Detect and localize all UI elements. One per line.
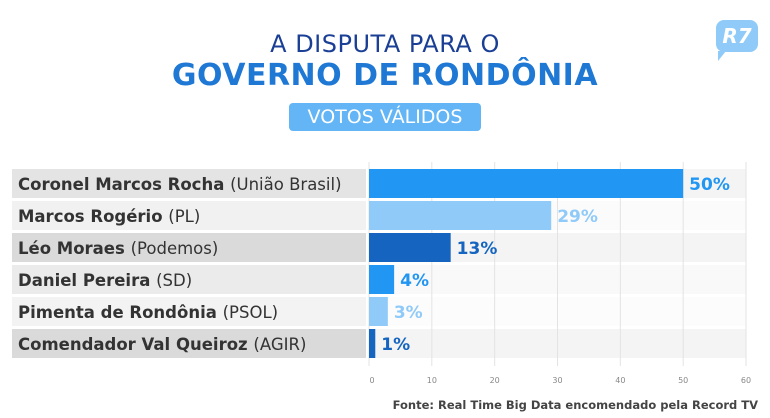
bar xyxy=(369,329,376,358)
title-line-1: A DISPUTA PARA O xyxy=(270,30,500,58)
row-label-bg xyxy=(12,169,366,198)
bar xyxy=(369,265,395,294)
bar xyxy=(369,233,451,262)
candidate-label: Pimenta de Rondônia (PSOL) xyxy=(18,303,278,322)
value-label: 29% xyxy=(557,207,598,227)
x-tick-label: 10 xyxy=(427,376,437,385)
title-line-2: GOVERNO DE RONDÔNIA xyxy=(171,58,599,93)
value-label: 50% xyxy=(689,175,730,195)
value-label: 1% xyxy=(381,335,410,355)
source-footer: Fonte: Real Time Big Data encomendado pe… xyxy=(392,398,758,412)
bar xyxy=(369,297,388,326)
candidate-label: Léo Moraes (Podemos) xyxy=(18,239,218,258)
x-tick-label: 60 xyxy=(741,376,751,385)
bar xyxy=(369,201,552,230)
value-label: 4% xyxy=(400,271,429,291)
value-label: 13% xyxy=(457,239,498,259)
candidate-label: Daniel Pereira (SD) xyxy=(18,271,192,290)
value-label: 3% xyxy=(394,303,423,323)
row-label-bg xyxy=(12,265,366,294)
row-label-bg xyxy=(12,233,366,262)
row-label-bg xyxy=(12,297,366,326)
x-tick-label: 40 xyxy=(615,376,625,385)
x-tick-label: 20 xyxy=(490,376,500,385)
candidate-label: Marcos Rogério (PL) xyxy=(18,207,200,226)
r7-logo: R7 xyxy=(716,20,758,61)
x-tick-label: 30 xyxy=(552,376,562,385)
subtitle-badge: VOTOS VÁLIDOS xyxy=(289,103,481,131)
bar xyxy=(369,169,684,198)
candidate-label: Comendador Val Queiroz (AGIR) xyxy=(18,335,306,354)
x-tick-label: 0 xyxy=(369,376,374,385)
row-label-bg xyxy=(12,201,366,230)
x-tick-label: 50 xyxy=(678,376,688,385)
candidate-label: Coronel Marcos Rocha (União Brasil) xyxy=(18,175,342,194)
row-label-bg xyxy=(12,329,366,358)
